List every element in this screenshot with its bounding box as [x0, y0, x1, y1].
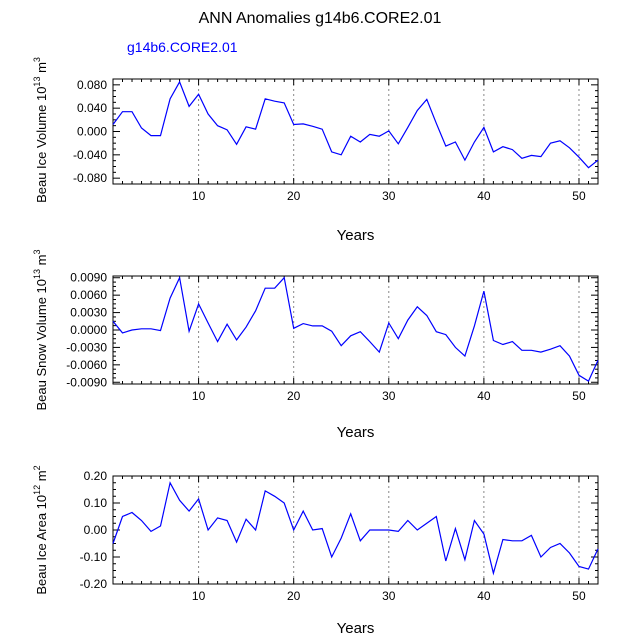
x-tick-label: 40: [477, 189, 491, 203]
y-tick-label: -0.0060: [66, 358, 107, 372]
x-tick-label: 30: [382, 389, 396, 403]
series-line: [112, 275, 599, 382]
panel-3: 10 20 30 40 50 0.20 0.10 0.00 -0.10 -0.20 Years Bea…: [32, 465, 599, 637]
y-tick-label: 0.0030: [70, 306, 107, 320]
x-tick-label: 40: [477, 589, 491, 603]
y-tick-label: 0.000: [77, 125, 107, 139]
x-tick-label: 10: [192, 189, 206, 203]
y-tick-label: -0.040: [73, 148, 107, 162]
y-tick-label: 0.080: [77, 78, 107, 92]
y-tick-label: 0.10: [84, 496, 108, 510]
y-tick-label: -0.0030: [66, 340, 107, 354]
y-tick-label: -0.20: [80, 577, 108, 591]
x-axis-label: Years: [337, 227, 375, 244]
y-axis-label: Beau Ice Area 1012 m2: [32, 465, 49, 594]
y-tick-label: -0.0090: [66, 375, 107, 389]
y-tick-label: 0.00: [84, 523, 108, 537]
x-tick-label: 20: [287, 389, 301, 403]
y-tick-label: 0.0000: [70, 323, 107, 337]
legend-label: g14b6.CORE2.01: [127, 39, 238, 55]
y-tick-label: 0.0090: [70, 271, 107, 285]
series-line: [112, 481, 599, 576]
figure-title: ANN Anomalies g14b6.CORE2.01: [199, 10, 442, 27]
chart-panels: 10 20 30 40 50 0.080 0.040 0.000 -0.040 -0.080 Yea…: [32, 57, 599, 637]
y-axis-label: Beau Ice Volume 1013 m3: [32, 57, 49, 203]
x-tick-label: 20: [287, 189, 301, 203]
x-tick-label: 50: [572, 389, 586, 403]
x-axis-label: Years: [337, 620, 375, 637]
y-tick-label: -0.080: [73, 171, 107, 185]
x-tick-label: 10: [192, 589, 206, 603]
x-axis-label: Years: [337, 424, 375, 441]
y-axis-label: Beau Snow Volume 1013 m3: [32, 249, 49, 410]
panel-1: 10 20 30 40 50 0.080 0.040 0.000 -0.040 -0.080 Yea…: [32, 57, 599, 244]
y-tick-label: 0.040: [77, 101, 107, 115]
panel-2: 10 20 30 40 50 0.0090 0.0060 0.0030 0.0000 -0.003…: [32, 249, 599, 441]
x-tick-label: 50: [572, 189, 586, 203]
x-tick-label: 40: [477, 389, 491, 403]
plot-frame: [112, 275, 599, 385]
plot-frame: [112, 78, 599, 185]
plot-frame: [112, 475, 599, 585]
series-line: [112, 80, 599, 169]
x-tick-label: 50: [572, 589, 586, 603]
y-tick-label: 0.20: [84, 469, 108, 483]
x-tick-label: 10: [192, 389, 206, 403]
x-tick-label: 20: [287, 589, 301, 603]
x-tick-label: 30: [382, 589, 396, 603]
y-tick-label: 0.0060: [70, 288, 107, 302]
x-tick-label: 30: [382, 189, 396, 203]
y-tick-label: -0.10: [80, 550, 108, 564]
